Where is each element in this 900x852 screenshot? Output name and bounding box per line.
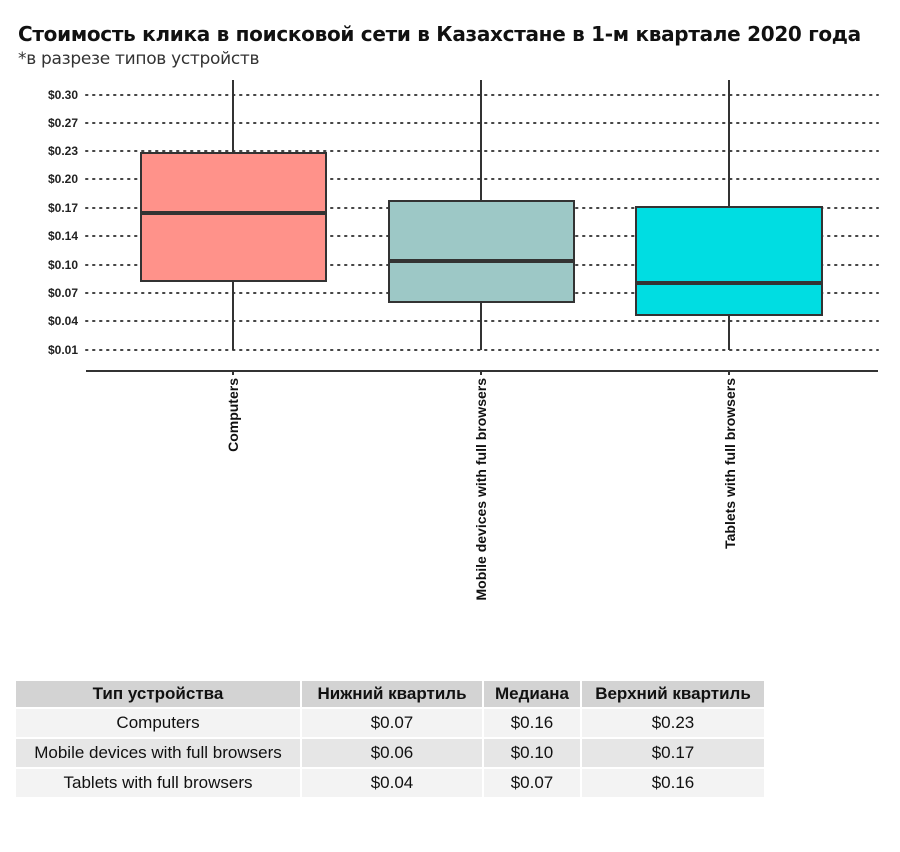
cell-median: $0.07 — [484, 769, 580, 797]
column-header-upper-quartile: Верхний квартиль — [582, 681, 764, 707]
x-tick-label-computers: Computers — [225, 378, 241, 452]
table-row: Tablets with full browsers $0.04 $0.07 $… — [16, 769, 764, 797]
cell-median: $0.10 — [484, 739, 580, 767]
x-tick-label-tablets: Tablets with full browsers — [722, 378, 738, 549]
box-computers — [140, 80, 327, 350]
table-row: Computers $0.07 $0.16 $0.23 — [16, 709, 764, 737]
y-tick-label: $0.14 — [48, 229, 78, 243]
y-tick-label: $0.17 — [48, 201, 78, 215]
cell-upper-quartile: $0.16 — [582, 769, 764, 797]
chart-subtitle: *в разрезе типов устройств — [18, 49, 260, 69]
x-tick-label-mobile: Mobile devices with full browsers — [473, 378, 489, 601]
chart-title: Стоимость клика в поисковой сети в Казах… — [18, 22, 861, 46]
y-tick-label: $0.07 — [48, 286, 78, 300]
box-mobile — [388, 80, 575, 350]
boxplot-chart: $0.30 $0.27 $0.23 $0.20 $0.17 $0.14 $0.1… — [48, 80, 879, 601]
x-axis — [86, 370, 878, 375]
cell-lower-quartile: $0.06 — [302, 739, 482, 767]
column-header-lower-quartile: Нижний квартиль — [302, 681, 482, 707]
column-header-device-type: Тип устройства — [16, 681, 300, 707]
cell-device-type: Tablets with full browsers — [16, 769, 300, 797]
y-axis-labels: $0.30 $0.27 $0.23 $0.20 $0.17 $0.14 $0.1… — [48, 88, 78, 357]
cell-device-type: Mobile devices with full browsers — [16, 739, 300, 767]
y-tick-label: $0.01 — [48, 343, 78, 357]
y-tick-label: $0.27 — [48, 116, 78, 130]
y-tick-label: $0.04 — [48, 314, 78, 328]
cell-upper-quartile: $0.17 — [582, 739, 764, 767]
cell-lower-quartile: $0.07 — [302, 709, 482, 737]
cell-upper-quartile: $0.23 — [582, 709, 764, 737]
table-header-row: Тип устройства Нижний квартиль Медиана В… — [16, 681, 764, 707]
y-tick-label: $0.23 — [48, 144, 78, 158]
cell-device-type: Computers — [16, 709, 300, 737]
y-tick-label: $0.30 — [48, 88, 78, 102]
table-row: Mobile devices with full browsers $0.06 … — [16, 739, 764, 767]
y-tick-label: $0.20 — [48, 172, 78, 186]
cell-median: $0.16 — [484, 709, 580, 737]
column-header-median: Медиана — [484, 681, 580, 707]
quartile-table: Тип устройства Нижний квартиль Медиана В… — [14, 679, 766, 799]
y-tick-label: $0.10 — [48, 258, 78, 272]
box-tablets — [635, 80, 823, 350]
cell-lower-quartile: $0.04 — [302, 769, 482, 797]
